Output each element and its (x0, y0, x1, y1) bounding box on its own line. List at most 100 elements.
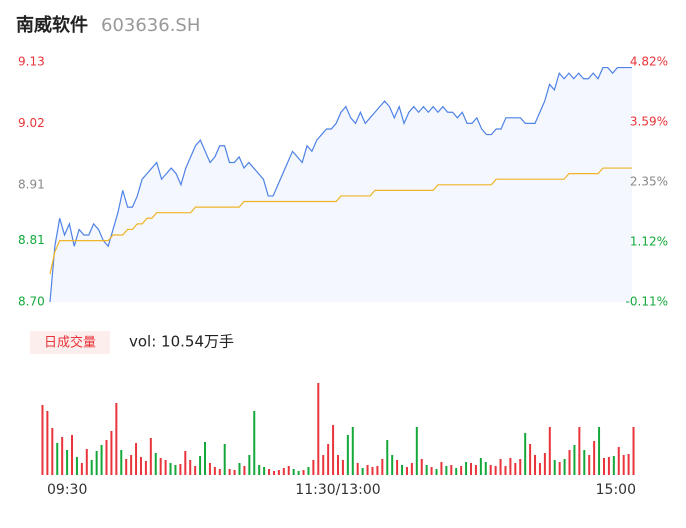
volume-bar (494, 466, 497, 475)
volume-bar (401, 465, 404, 475)
volume-bar (100, 445, 103, 475)
volume-bar (194, 466, 197, 475)
volume-bar (371, 467, 374, 475)
volume-bar (154, 453, 157, 475)
volume-bar (332, 425, 335, 475)
volume-bar (282, 468, 285, 475)
volume-bar (159, 458, 162, 475)
y2-tick-label: 2.35% (630, 175, 668, 189)
volume-bar (287, 466, 290, 475)
volume-bar (351, 427, 354, 475)
stock-code: 603636.SH (101, 15, 200, 36)
y-tick-label: 8.91 (18, 177, 45, 191)
stock-name: 南威软件 (16, 14, 88, 36)
volume-bar (440, 462, 443, 475)
volume-bar (233, 470, 236, 475)
y-tick-label: 8.70 (18, 295, 45, 309)
x-tick-label: 09:30 (47, 482, 87, 498)
volume-bar (258, 465, 261, 475)
volume-bar (75, 457, 78, 475)
volume-bar (420, 459, 423, 475)
volume-bar (617, 447, 620, 475)
volume-bar (499, 459, 502, 475)
volume-bar (105, 440, 108, 475)
volume-bar (469, 463, 472, 475)
volume-bar (612, 456, 615, 475)
volume-bar (366, 465, 369, 475)
volume-bar (509, 458, 512, 475)
volume-bar (529, 444, 532, 475)
volume-bar (583, 450, 586, 475)
volume-bar (460, 466, 463, 475)
volume-bar (199, 456, 202, 475)
volume-bar (524, 433, 527, 475)
volume-bar (263, 467, 266, 475)
volume-bar (41, 405, 44, 475)
volume-bar (396, 460, 399, 475)
volume-bar (272, 471, 275, 475)
volume-bar (465, 462, 468, 475)
y2-tick-label: 4.82% (630, 55, 668, 69)
volume-bar (317, 383, 320, 475)
volume-bar (307, 467, 310, 475)
volume-bar (563, 459, 566, 475)
volume-bar (312, 460, 315, 475)
volume-bar (474, 465, 477, 475)
volume-bar (514, 463, 517, 475)
volume-bar (553, 460, 556, 475)
volume-bar (568, 450, 571, 475)
volume-bar (174, 465, 177, 475)
volume-bar (139, 457, 142, 475)
volume-bar (208, 463, 211, 475)
volume-bar (425, 465, 428, 475)
volume-bar (376, 466, 379, 475)
volume-bar (588, 455, 591, 475)
volume-bar (115, 403, 118, 475)
volume-bar (622, 455, 625, 475)
volume-bar (71, 435, 74, 475)
volume-bar (607, 457, 610, 475)
volume-bar (632, 427, 635, 475)
volume-bar (538, 463, 541, 475)
volume-bar (51, 428, 54, 475)
y-tick-label: 9.13 (18, 55, 45, 69)
volume-bar (484, 462, 487, 475)
volume-bar (430, 467, 433, 475)
volume-bar (61, 437, 64, 475)
volume-bar (85, 449, 88, 475)
y2-tick-label: 3.59% (630, 114, 668, 128)
volume-bar (204, 442, 207, 475)
y-tick-label: 9.02 (18, 116, 45, 130)
volume-bar (135, 443, 138, 475)
volume-bar (415, 427, 418, 475)
volume-bar (573, 445, 576, 475)
volume-bar (450, 465, 453, 475)
volume-bar (218, 469, 221, 475)
volume-bar (110, 431, 113, 475)
volume-bar (327, 444, 330, 475)
volume-bar (228, 469, 231, 475)
volume-bar (489, 465, 492, 475)
volume-bar (144, 461, 147, 475)
y-tick-label: 8.81 (18, 233, 45, 247)
volume-bar (602, 458, 605, 475)
volume-summary: vol: 10.54万手 (129, 333, 234, 351)
volume-bar (184, 451, 187, 475)
volume-bar (268, 469, 271, 475)
volume-bar (169, 463, 172, 475)
volume-bar (248, 455, 251, 475)
volume-bar (519, 459, 522, 475)
price-area (50, 67, 632, 303)
volume-bar (292, 469, 295, 475)
volume-bar (125, 459, 128, 475)
volume-bar (391, 455, 394, 475)
volume-bar (130, 455, 133, 475)
volume-bar (179, 464, 182, 475)
volume-bar (405, 467, 408, 475)
volume-bar (627, 454, 630, 475)
volume-bar (435, 469, 438, 475)
volume-bar (455, 468, 458, 475)
volume-bar (297, 471, 300, 475)
x-tick-label: 11:30/13:00 (295, 482, 380, 498)
volume-bar (598, 427, 601, 475)
